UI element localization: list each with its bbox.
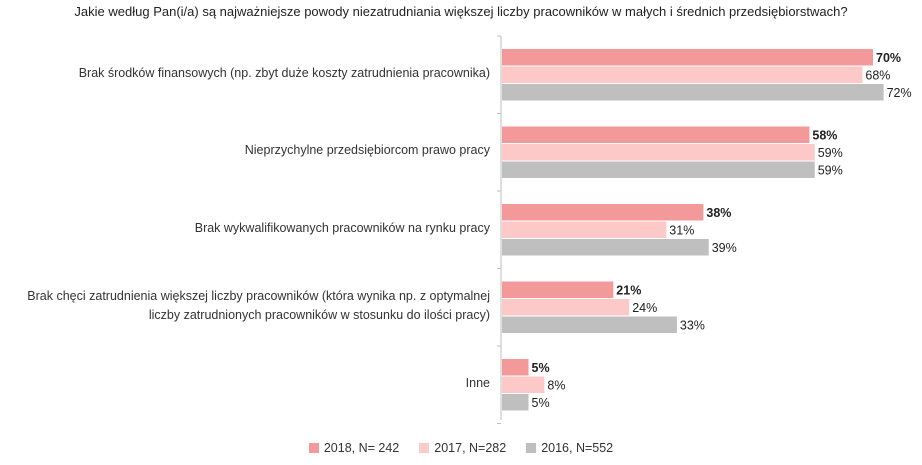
legend-item: 2017, N=282	[419, 441, 506, 455]
legend-swatch	[308, 443, 319, 453]
bar-2018	[502, 281, 614, 298]
bar-2018	[502, 204, 704, 221]
legend: 2018, N= 242 2017, N=282 2016, N=552	[0, 441, 922, 455]
data-label: 24%	[632, 301, 657, 315]
legend-item: 2018, N= 242	[308, 441, 400, 455]
legend-label: 2018, N= 242	[323, 441, 400, 455]
data-label: 8%	[547, 379, 565, 393]
data-label: 21%	[616, 284, 641, 298]
category-label: Nieprzychylne przedsiębiorcom prawo prac…	[245, 141, 490, 160]
data-label: 31%	[669, 224, 694, 238]
data-label: 5%	[532, 396, 550, 410]
category-label-line: Brak środków finansowych (np. zbyt duże …	[78, 65, 490, 80]
bar-2017	[502, 221, 667, 238]
bar-2016	[502, 394, 529, 411]
bar-2016	[502, 84, 884, 101]
category-label: Brak chęci zatrudnienia większej liczby …	[27, 287, 490, 325]
bar-2016	[502, 316, 677, 333]
data-label: 59%	[818, 164, 843, 178]
legend-item: 2016, N=552	[526, 441, 613, 455]
bar-2018	[502, 49, 873, 66]
category-label-line: Brak chęci zatrudnienia większej liczby …	[27, 288, 490, 303]
bar-2018	[502, 359, 529, 376]
legend-swatch	[526, 443, 537, 453]
data-label: 68%	[865, 69, 890, 83]
data-label: 58%	[812, 129, 837, 143]
data-label: 59%	[818, 146, 843, 160]
bar-2017	[502, 66, 863, 83]
category-label-line: liczby zatrudnionych pracowników w stosu…	[148, 307, 490, 322]
legend-label: 2017, N=282	[434, 441, 507, 455]
category-label: Inne	[466, 374, 490, 393]
bar-chart: 70% 68% 72% 58% 59% 59% 38% 31% 39% 21% 24% 33% 5% 8%…	[497, 35, 912, 424]
category-label: Brak środków finansowych (np. zbyt duże …	[79, 64, 490, 83]
data-label: 5%	[532, 361, 550, 375]
category-label-line: Brak wykwalifikowanych pracowników na ry…	[194, 220, 490, 235]
data-label: 38%	[706, 206, 731, 220]
bar-2016	[502, 239, 709, 256]
legend-label: 2016, N=552	[541, 441, 614, 455]
legend-swatch	[419, 443, 430, 453]
bar-2016	[502, 161, 815, 178]
data-label: 33%	[680, 319, 705, 333]
chart-title: Jakie według Pan(i/a) są najważniejsze p…	[74, 4, 848, 19]
bar-2017	[502, 299, 630, 316]
data-label: 72%	[887, 86, 912, 100]
bar-2017	[502, 144, 815, 161]
category-label: Brak wykwalifikowanych pracowników na ry…	[195, 219, 490, 238]
data-label: 70%	[876, 51, 901, 65]
bar-2018	[502, 126, 810, 143]
category-label-line: Inne	[465, 375, 490, 390]
bar-2017	[502, 376, 545, 393]
data-label: 39%	[712, 241, 737, 255]
category-label-line: Nieprzychylne przedsiębiorcom prawo prac…	[244, 143, 490, 158]
